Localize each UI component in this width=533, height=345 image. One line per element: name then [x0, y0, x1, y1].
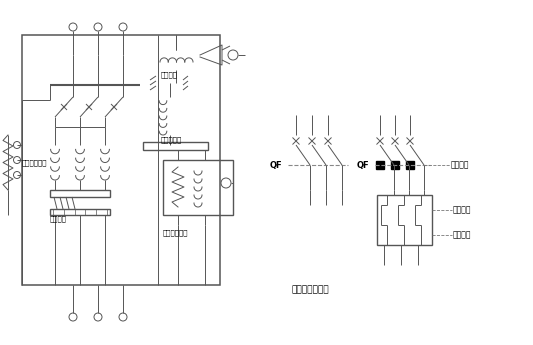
- Bar: [406, 161, 414, 169]
- Bar: [50, 190, 110, 197]
- Text: 断路器图形符号: 断路器图形符号: [291, 286, 329, 295]
- Text: 热脱扣器: 热脱扣器: [50, 216, 67, 222]
- Bar: [143, 142, 208, 150]
- Text: 分励脱扣器: 分励脱扣器: [161, 137, 182, 143]
- Bar: [391, 161, 399, 169]
- Bar: [376, 161, 384, 169]
- Bar: [163, 160, 233, 215]
- Text: QF: QF: [357, 160, 369, 169]
- Text: 失压保护: 失压保护: [451, 160, 470, 169]
- Text: 失电压脱扣器: 失电压脱扣器: [163, 230, 189, 236]
- Bar: [377, 195, 432, 245]
- Bar: [22, 35, 220, 285]
- Bar: [50, 209, 110, 215]
- Text: QF: QF: [270, 160, 282, 169]
- Text: 过载保护: 过载保护: [453, 230, 472, 239]
- Text: 欠控装置: 欠控装置: [161, 72, 178, 78]
- Text: 过载保护: 过载保护: [453, 206, 472, 215]
- Text: 过电流脱扣器: 过电流脱扣器: [22, 160, 47, 166]
